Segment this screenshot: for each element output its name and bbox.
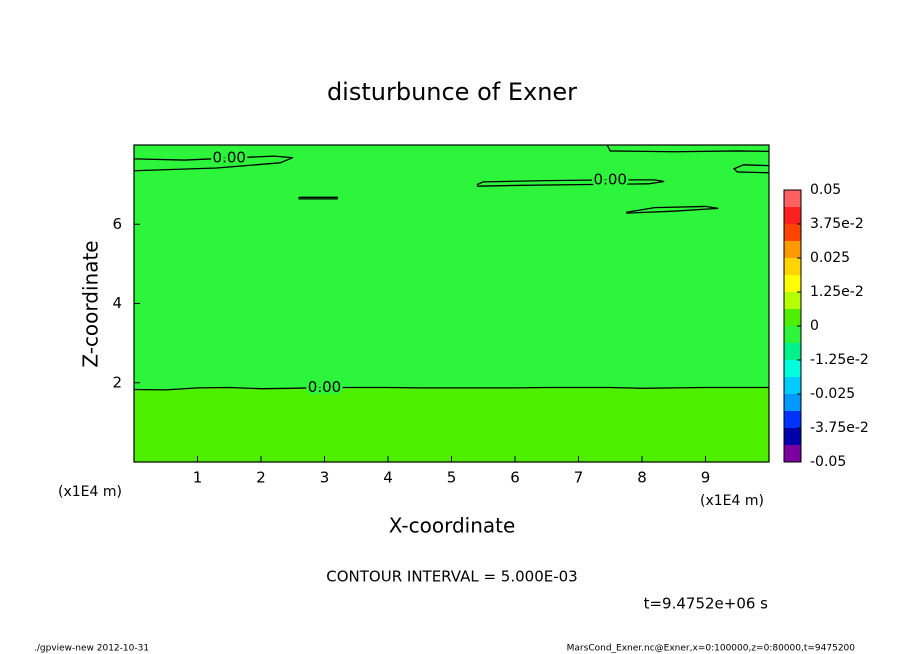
contour-line: [133, 386, 769, 391]
contour-line: [133, 155, 293, 172]
contour-label: 0.00: [594, 170, 627, 188]
colorbar-tick-label: 1.25e-2: [810, 284, 864, 300]
colorbar-bin: [784, 343, 801, 360]
colorbar-bin: [784, 224, 801, 241]
colorbar-bin: [784, 377, 801, 394]
colorbar-bin: [784, 241, 801, 258]
x-tick-label: 4: [383, 469, 393, 487]
colorbar-tick-label: 0: [810, 318, 819, 334]
contour-note: CONTOUR INTERVAL = 5.000E-03: [326, 568, 577, 586]
colorbar-bin: [784, 326, 801, 343]
colorbar-bin: [784, 190, 801, 207]
colorbar-tick-label: -1.25e-2: [810, 352, 869, 368]
contour-label: 0.00: [308, 378, 341, 396]
colorbar-bin: [784, 292, 801, 309]
filled-region: [134, 387, 769, 462]
x-tick-label: 9: [701, 469, 711, 487]
colorbar-tick-label: -0.05: [810, 454, 846, 470]
colorbar-bin: [784, 411, 801, 428]
y-axis-label: Z-coordinate: [79, 240, 103, 367]
footer-left: ./gpview-new 2012-10-31: [34, 644, 149, 654]
contour-line: [298, 196, 338, 200]
x-tick-label: 2: [256, 469, 266, 487]
chart-title: disturbunce of Exner: [327, 78, 577, 106]
x-tick-label: 3: [320, 469, 330, 487]
colorbar-tick-label: -0.025: [810, 386, 855, 402]
footer-right: MarsCond_Exner.nc@Exner,x=0:100000,z=0:8…: [567, 644, 856, 654]
colorbar-bin: [784, 275, 801, 292]
x-tick-label: 6: [510, 469, 520, 487]
y-tick-label: 6: [112, 215, 122, 233]
colorbar-tick-label: 3.75e-2: [810, 216, 864, 232]
colorbar-bin: [784, 428, 801, 445]
contour-line: [732, 164, 770, 174]
colorbar-tick-label: 0.025: [810, 250, 850, 266]
colorbar-bin: [784, 207, 801, 224]
colorbar-bin: [784, 394, 801, 411]
y-tick-label: 2: [112, 373, 122, 391]
contour-label: 0.00: [213, 149, 246, 167]
x-unit: (x1E4 m): [700, 493, 764, 509]
colorbar-tick-label: -3.75e-2: [810, 420, 869, 436]
x-tick-label: 5: [447, 469, 457, 487]
colorbar-bin: [784, 360, 801, 377]
contour-line: [606, 144, 770, 153]
y-unit: (x1E4 m): [58, 484, 122, 500]
x-tick-label: 1: [193, 469, 203, 487]
colorbar-bin: [784, 258, 801, 275]
x-axis-label: X-coordinate: [389, 514, 516, 538]
x-tick-label: 7: [574, 469, 584, 487]
colorbar-tick-label: 0.05: [810, 182, 841, 198]
contour-line: [626, 205, 719, 214]
time-label: t=9.4752e+06 s: [644, 595, 769, 613]
colorbar-bin: [784, 445, 801, 462]
contour-line: [476, 179, 665, 187]
colorbar-bin: [784, 309, 801, 326]
y-tick-label: 4: [112, 294, 122, 312]
x-tick-label: 8: [637, 469, 647, 487]
